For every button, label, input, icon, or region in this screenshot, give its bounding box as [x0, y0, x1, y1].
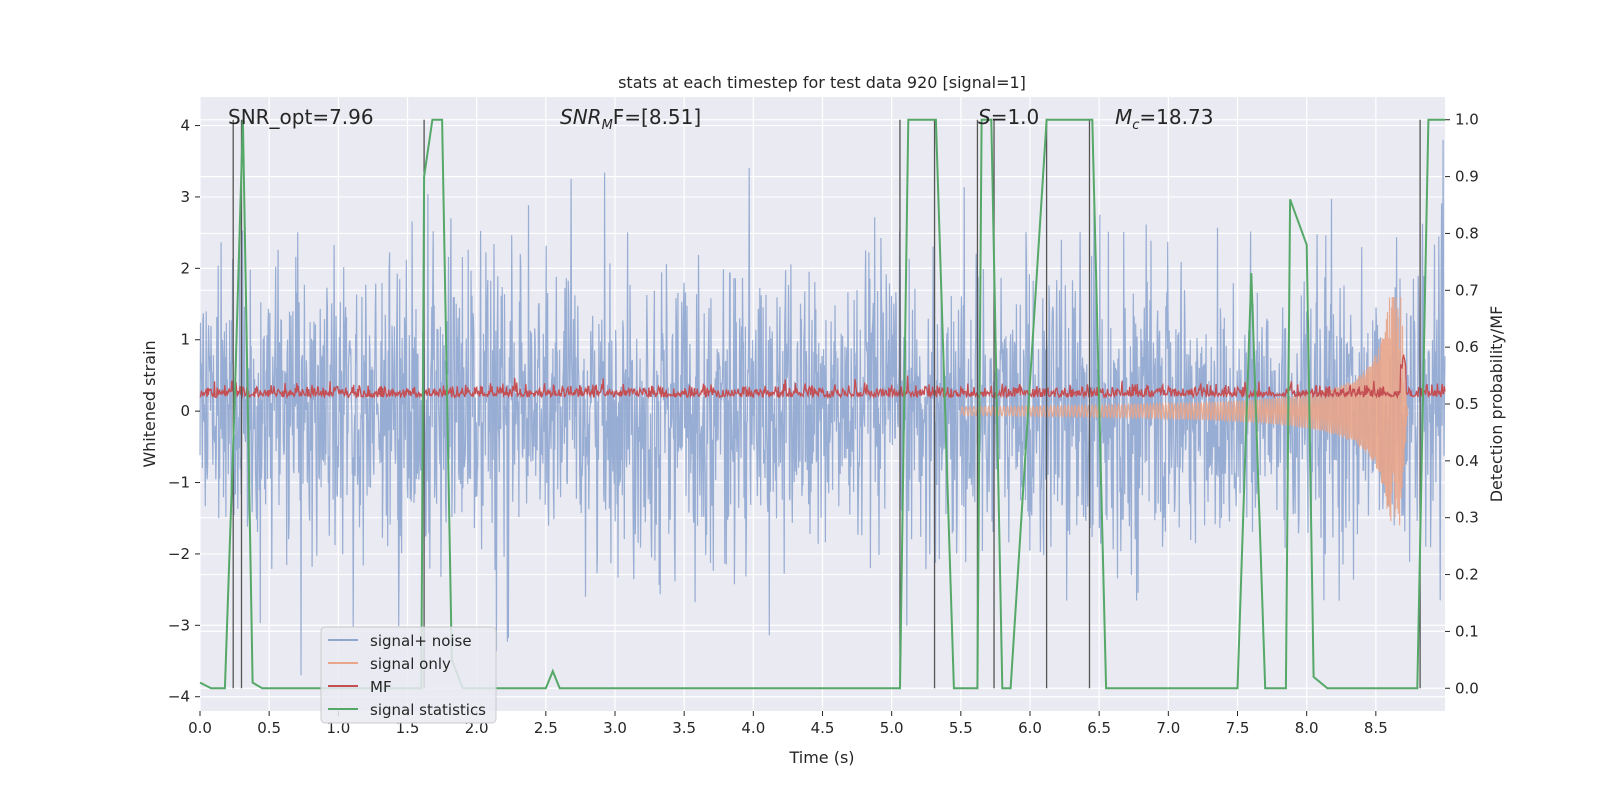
y-axis-right-ticks: 0.0 0.1 0.2 0.3 0.4 0.5 0.6 0.7 0.8 0.9 1.0	[1445, 111, 1479, 697]
x-tick-label: 8.0	[1295, 719, 1319, 737]
annotation-snr-mf: SNRMF=[8.51]	[560, 105, 701, 133]
x-tick-label: 8.5	[1364, 719, 1388, 737]
y-left-tick-label: 2	[180, 259, 190, 277]
y-right-tick-label: 0.8	[1455, 224, 1479, 242]
x-tick-label: 7.5	[1226, 719, 1250, 737]
y-axis-left-label: Whitened strain	[140, 340, 159, 467]
legend: signal+ noise signal only MF signal stat…	[320, 626, 497, 724]
y-left-tick-label: 3	[180, 188, 190, 206]
annotation-snr-opt: SNR_opt=7.96	[228, 105, 374, 129]
legend-label-signal-statistics: signal statistics	[370, 701, 486, 719]
x-axis-label: Time (s)	[788, 748, 854, 767]
signal-only-line	[960, 296, 1409, 526]
x-tick-label: 7.0	[1156, 719, 1180, 737]
y-left-tick-label: −4	[168, 688, 190, 706]
x-tick-label: 4.5	[811, 719, 835, 737]
y-left-tick-label: −2	[168, 545, 190, 563]
y-right-tick-label: 1.0	[1455, 111, 1479, 129]
y-right-tick-label: 0.7	[1455, 281, 1479, 299]
x-tick-label: 3.5	[672, 719, 696, 737]
x-tick-label: 0.0	[188, 719, 212, 737]
chart-title: stats at each timestep for test data 920…	[618, 73, 1026, 92]
y-right-tick-label: 0.4	[1455, 452, 1479, 470]
y-axis-right-label: Detection probability/MF	[1487, 306, 1506, 503]
y-left-tick-label: 0	[180, 402, 190, 420]
y-right-tick-label: 0.0	[1455, 679, 1479, 697]
y-left-tick-label: 1	[180, 331, 190, 349]
legend-label-signal-noise: signal+ noise	[370, 632, 472, 650]
legend-label-mf: MF	[370, 678, 392, 696]
x-tick-label: 6.5	[1087, 719, 1111, 737]
y-axis-left-ticks: −4 −3 −2 −1 0 1 2 3 4	[168, 117, 200, 706]
y-left-tick-label: 4	[180, 117, 190, 135]
annotation-s: S=1.0	[978, 105, 1039, 129]
x-tick-label: 2.5	[534, 719, 558, 737]
x-tick-label: 5.0	[880, 719, 904, 737]
legend-box	[320, 626, 497, 724]
x-tick-label: 0.5	[257, 719, 281, 737]
mf-series	[199, 353, 1446, 400]
y-right-tick-label: 0.2	[1455, 566, 1479, 584]
x-tick-label: 4.0	[741, 719, 765, 737]
y-right-tick-label: 0.1	[1455, 622, 1479, 640]
y-left-tick-label: −1	[168, 474, 190, 492]
y-right-tick-label: 0.6	[1455, 338, 1479, 356]
y-left-tick-label: −3	[168, 616, 190, 634]
annotation-mc: Mc=18.73	[1115, 105, 1213, 133]
legend-label-signal-only: signal only	[370, 655, 451, 673]
mf-line	[199, 353, 1446, 400]
signal-only-series	[960, 296, 1409, 526]
y-right-tick-label: 0.3	[1455, 509, 1479, 527]
y-right-tick-label: 0.5	[1455, 395, 1479, 413]
x-tick-label: 6.0	[1018, 719, 1042, 737]
x-tick-label: 5.5	[949, 719, 973, 737]
x-tick-label: 3.0	[603, 719, 627, 737]
y-right-tick-label: 0.9	[1455, 168, 1479, 186]
vertical-markers	[232, 119, 1421, 689]
